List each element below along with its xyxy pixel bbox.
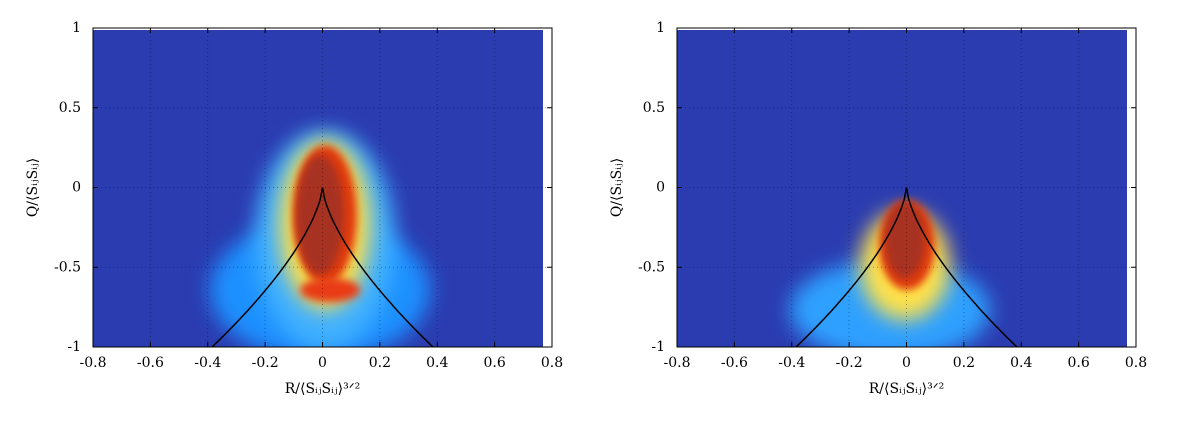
x-tick-label: 0: [902, 355, 911, 371]
y-tick-label: 0.5: [643, 100, 665, 116]
y-tick-label: 0: [656, 180, 665, 196]
y-axis-label: Q/⟨SᵢⱼSᵢⱼ⟩: [25, 158, 41, 217]
x-tick-label: -0.8: [664, 355, 691, 371]
x-tick-label: 0.2: [953, 355, 975, 371]
vieillefosse-line: [795, 187, 1018, 348]
x-tick-label: -0.4: [194, 355, 221, 371]
x-tick-label: -0.2: [252, 355, 279, 371]
x-tick-label: -0.6: [137, 355, 164, 371]
y-tick-label: 0.5: [59, 100, 81, 116]
y-tick-label: -1: [651, 339, 665, 355]
vieillefosse-line: [211, 187, 434, 348]
x-tick-label: 0.4: [426, 355, 448, 371]
plot-frame: [92, 27, 553, 348]
x-tick-label: -0.6: [721, 355, 748, 371]
plot-frame: [676, 27, 1137, 348]
x-tick-label: -0.4: [778, 355, 805, 371]
x-axis-label: R/⟨SᵢⱼSᵢⱼ⟩³ᐟ²: [869, 381, 945, 397]
y-tick-label: 0: [72, 180, 81, 196]
x-axis-label: R/⟨SᵢⱼSᵢⱼ⟩³ᐟ²: [285, 381, 361, 397]
x-tick-label: 0.6: [483, 355, 505, 371]
x-tick-label: 0.6: [1067, 355, 1089, 371]
x-tick-label: 0.8: [541, 355, 563, 371]
x-tick-label: 0.8: [1125, 355, 1147, 371]
y-axis-label: Q/⟨SᵢⱼSᵢⱼ⟩: [609, 158, 625, 217]
y-tick-label: 1: [72, 20, 81, 36]
x-tick-label: 0.2: [369, 355, 391, 371]
x-tick-label: 0: [318, 355, 327, 371]
density-blobs: [210, 130, 990, 347]
y-tick-label: -0.5: [54, 259, 81, 275]
y-tick-label: -1: [67, 339, 81, 355]
y-tick-label: 1: [656, 20, 665, 36]
y-tick-label: -0.5: [638, 259, 665, 275]
x-tick-label: -0.8: [80, 355, 107, 371]
x-tick-label: -0.2: [836, 355, 863, 371]
x-tick-label: 0.4: [1010, 355, 1032, 371]
